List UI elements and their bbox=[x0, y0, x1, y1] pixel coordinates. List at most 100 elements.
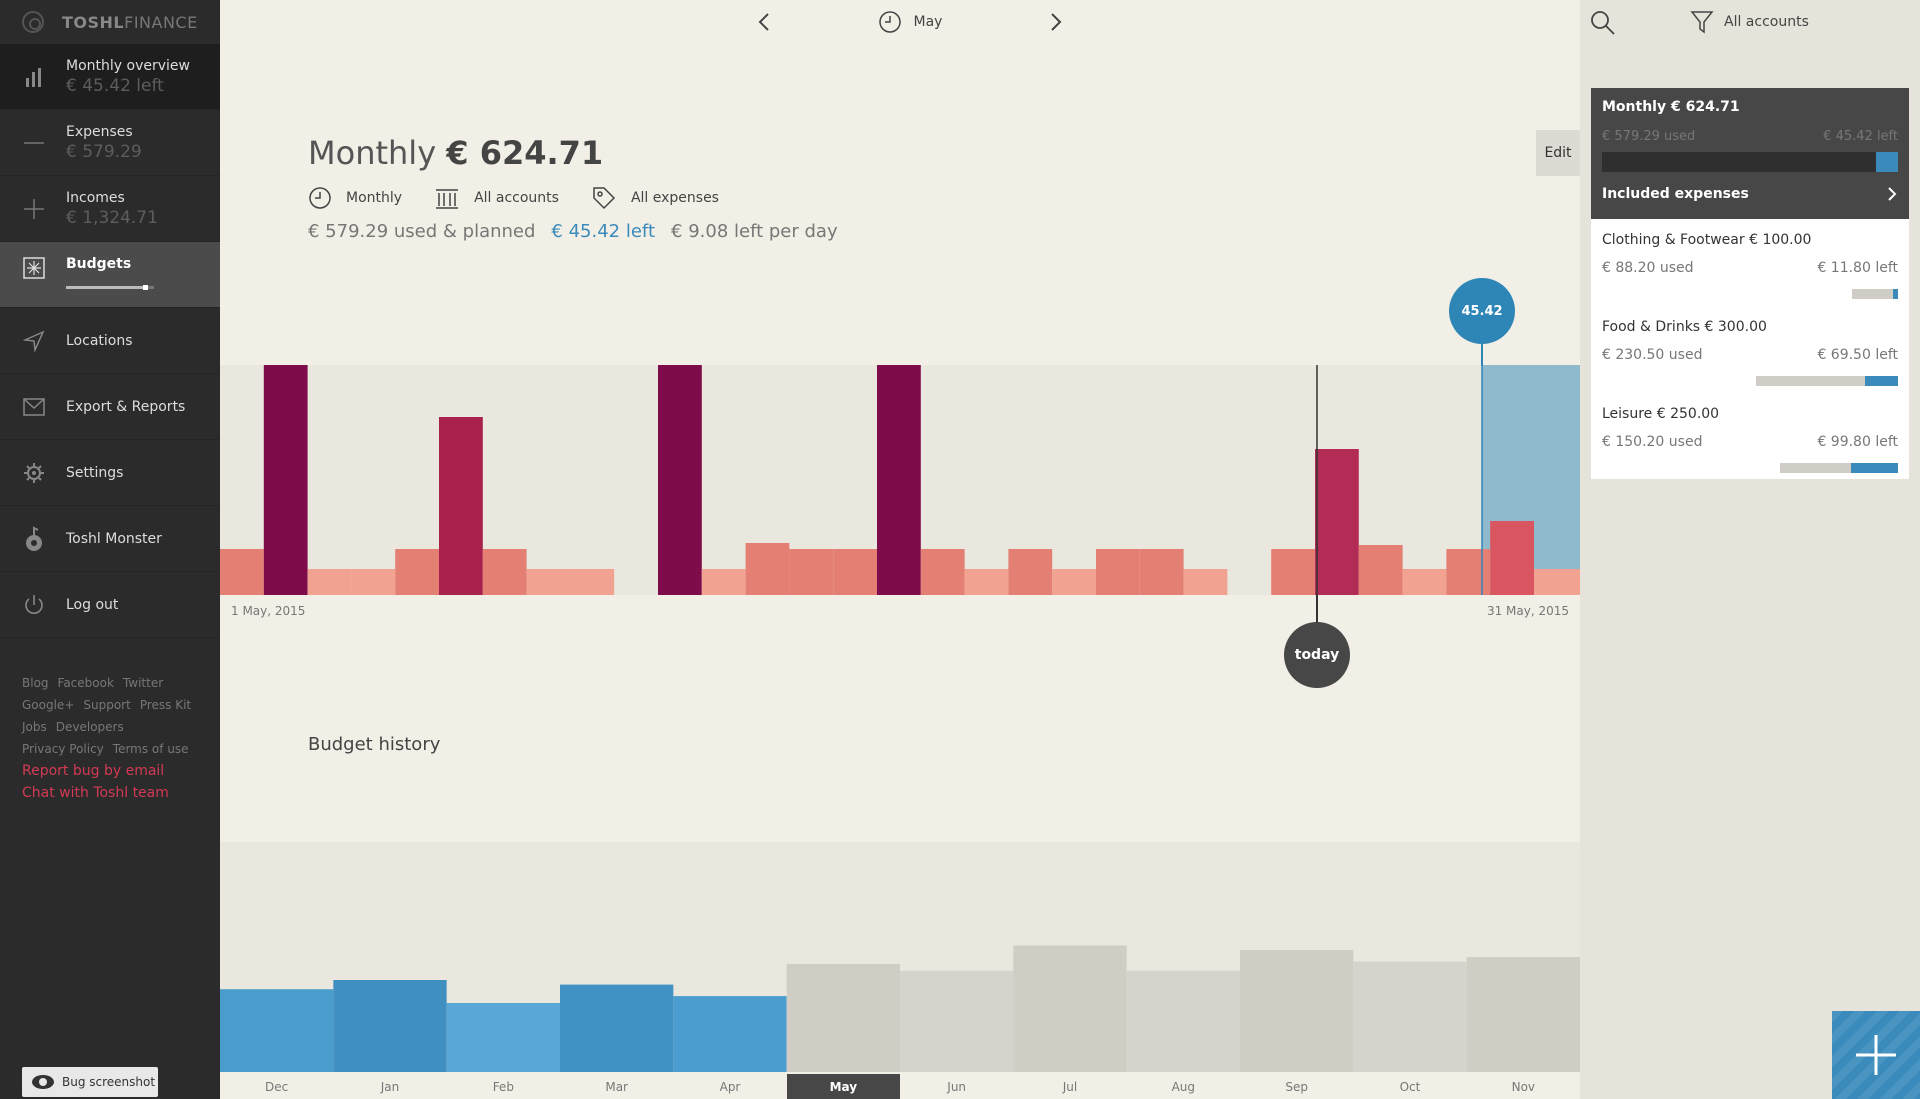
daily-bar[interactable] bbox=[1096, 549, 1140, 595]
daily-bar[interactable] bbox=[1490, 521, 1534, 595]
report-bug-link[interactable]: Report bug by email bbox=[22, 763, 165, 779]
current-month[interactable]: May bbox=[913, 14, 943, 30]
nav-item-toshl-monster[interactable]: Toshl Monster bbox=[0, 506, 220, 572]
footer-link-facebook[interactable]: Facebook bbox=[57, 676, 114, 690]
daily-bar[interactable] bbox=[1271, 549, 1315, 595]
daily-bar[interactable] bbox=[220, 549, 264, 595]
footer-link-twitter[interactable]: Twitter bbox=[122, 676, 164, 690]
daily-bar[interactable] bbox=[658, 365, 702, 595]
category-item[interactable]: Food & Drinks € 300.00 € 230.50 used € 69.… bbox=[1602, 306, 1898, 393]
nav-item-monthly-overview[interactable]: Monthly overview € 45.42 left bbox=[0, 44, 220, 110]
next-month-icon[interactable] bbox=[1045, 12, 1065, 32]
filter-accounts[interactable]: All accounts bbox=[434, 186, 559, 210]
eye-icon bbox=[32, 1075, 54, 1089]
accounts-filter[interactable]: All accounts bbox=[1690, 10, 1809, 34]
footer-link-jobs[interactable]: Jobs bbox=[22, 720, 47, 734]
daily-bar[interactable] bbox=[1315, 449, 1359, 595]
edit-button[interactable]: Edit bbox=[1536, 130, 1580, 176]
nav-item-expenses[interactable]: Expenses € 579.29 bbox=[0, 110, 220, 176]
footer-link-developers[interactable]: Developers bbox=[55, 720, 124, 734]
history-month-jul[interactable]: Jul bbox=[1062, 1079, 1078, 1094]
footer-link-terms-of-use[interactable]: Terms of use bbox=[112, 742, 189, 756]
right-panel: All accounts Monthly € 624.71 € 579.29 u… bbox=[1580, 0, 1920, 1099]
daily-bar[interactable] bbox=[701, 569, 746, 595]
daily-bar[interactable] bbox=[439, 417, 483, 595]
daily-bar[interactable] bbox=[1358, 545, 1403, 595]
history-month-jan[interactable]: Jan bbox=[380, 1079, 400, 1094]
history-month-jun[interactable]: Jun bbox=[947, 1079, 967, 1094]
history-bar[interactable] bbox=[220, 989, 334, 1072]
daily-bar[interactable] bbox=[482, 549, 527, 595]
prev-month-icon[interactable] bbox=[755, 12, 775, 32]
brand-logo[interactable]: TOSHL FINANCE bbox=[0, 0, 220, 44]
nav-item-incomes[interactable]: Incomes € 1,324.71 bbox=[0, 176, 220, 242]
nav-item-budgets[interactable]: Budgets bbox=[0, 242, 220, 308]
today-connector bbox=[1316, 595, 1318, 623]
daily-bar[interactable] bbox=[1008, 549, 1053, 595]
filter-expenses[interactable]: All expenses bbox=[591, 185, 719, 211]
daily-bar[interactable] bbox=[964, 569, 1009, 595]
history-bar[interactable] bbox=[1013, 945, 1127, 1073]
daily-bar[interactable] bbox=[833, 549, 877, 595]
history-bar[interactable] bbox=[446, 1003, 560, 1072]
history-bar[interactable] bbox=[1353, 961, 1467, 1072]
nav-item-locations[interactable]: Locations bbox=[0, 308, 220, 374]
footer-link-blog[interactable]: Blog bbox=[22, 676, 49, 690]
daily-bar[interactable] bbox=[526, 569, 571, 595]
search-icon[interactable] bbox=[1590, 10, 1616, 36]
daily-bar[interactable] bbox=[1052, 569, 1096, 595]
history-month-may[interactable]: May bbox=[786, 1074, 900, 1099]
category-used: € 230.50 used bbox=[1602, 347, 1703, 363]
daily-bar[interactable] bbox=[395, 549, 439, 595]
daily-bar[interactable] bbox=[1139, 549, 1184, 595]
history-bar[interactable] bbox=[1240, 950, 1354, 1072]
history-bar[interactable] bbox=[1126, 970, 1240, 1072]
filter-period[interactable]: Monthly bbox=[308, 186, 402, 210]
history-month-dec[interactable]: Dec bbox=[265, 1079, 289, 1094]
chart-start-date: 1 May, 2015 bbox=[231, 604, 306, 618]
daily-bar[interactable] bbox=[920, 549, 965, 595]
history-bar[interactable] bbox=[786, 963, 900, 1072]
footer-link-press-kit[interactable]: Press Kit bbox=[139, 698, 192, 712]
remaining-bubble[interactable]: 45.42 bbox=[1449, 278, 1515, 344]
budget-title: Monthly € 624.71 bbox=[308, 134, 603, 172]
daily-bar[interactable] bbox=[745, 543, 790, 595]
daily-bar[interactable] bbox=[877, 365, 921, 595]
nav-item-log-out[interactable]: Log out bbox=[0, 572, 220, 638]
daily-bar[interactable] bbox=[789, 549, 834, 595]
history-month-sep[interactable]: Sep bbox=[1285, 1079, 1308, 1094]
history-bar[interactable] bbox=[1466, 957, 1580, 1072]
chat-link[interactable]: Chat with Toshl team bbox=[22, 785, 169, 801]
history-month-feb[interactable]: Feb bbox=[492, 1079, 514, 1094]
daily-bar[interactable] bbox=[351, 569, 396, 595]
history-month-mar[interactable]: Mar bbox=[605, 1079, 628, 1094]
history-month-nov[interactable]: Nov bbox=[1511, 1079, 1536, 1094]
nav-item-settings[interactable]: Settings bbox=[0, 440, 220, 506]
category-item[interactable]: Clothing & Footwear € 100.00 € 88.20 used… bbox=[1602, 219, 1898, 306]
footer-link-google-[interactable]: Google+ bbox=[22, 698, 75, 712]
nav-item-label: Monthly overview bbox=[66, 57, 190, 74]
nav-item-export-reports[interactable]: Export & Reports bbox=[0, 374, 220, 440]
today-marker[interactable]: today bbox=[1284, 622, 1350, 688]
footer-link-privacy-policy[interactable]: Privacy Policy bbox=[22, 742, 104, 756]
daily-bar[interactable] bbox=[1402, 569, 1447, 595]
history-month-apr[interactable]: Apr bbox=[719, 1079, 741, 1094]
daily-bar[interactable] bbox=[263, 365, 308, 595]
bug-screenshot-button[interactable]: Bug screenshot bbox=[22, 1067, 158, 1097]
add-button[interactable] bbox=[1832, 1011, 1920, 1099]
daily-bar[interactable] bbox=[1446, 549, 1491, 595]
budget-card[interactable]: Monthly € 624.71 € 579.29 used € 45.42 l… bbox=[1591, 88, 1909, 219]
history-bar[interactable] bbox=[673, 996, 787, 1072]
history-bar[interactable] bbox=[333, 980, 447, 1072]
category-item[interactable]: Leisure € 250.00 € 150.20 used € 99.80 lef… bbox=[1602, 393, 1898, 480]
included-expenses-link[interactable]: Included expenses bbox=[1602, 186, 1898, 202]
daily-bar[interactable] bbox=[1534, 569, 1580, 595]
history-bar[interactable] bbox=[900, 970, 1014, 1072]
daily-bar[interactable] bbox=[307, 569, 352, 595]
history-month-oct[interactable]: Oct bbox=[1399, 1079, 1421, 1094]
daily-bar[interactable] bbox=[1183, 569, 1228, 595]
history-bar[interactable] bbox=[560, 984, 674, 1072]
footer-link-support[interactable]: Support bbox=[83, 698, 131, 712]
daily-bar[interactable] bbox=[570, 569, 615, 595]
history-month-aug[interactable]: Aug bbox=[1171, 1079, 1196, 1094]
